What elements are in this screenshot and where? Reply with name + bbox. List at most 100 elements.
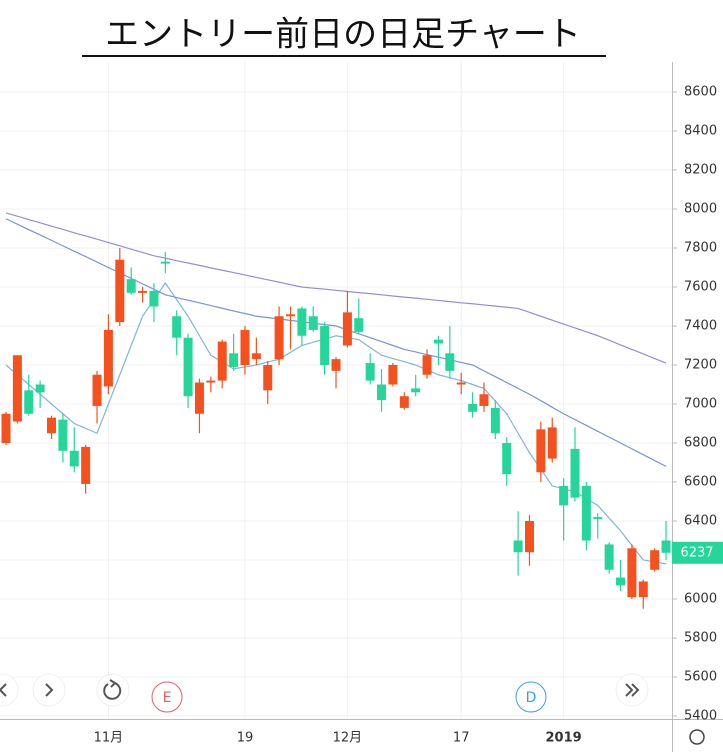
ticks: 5400560058006000620064006600680070007200… xyxy=(94,85,723,746)
y-tick-label: 6400 xyxy=(684,514,717,529)
candle-body xyxy=(251,353,261,360)
last-price-label: 6237 xyxy=(680,545,713,560)
candle-body xyxy=(297,308,307,336)
candle-body xyxy=(342,312,352,346)
candle-body xyxy=(559,485,569,506)
y-tick-label: 8400 xyxy=(684,124,717,139)
candle-body xyxy=(570,448,580,498)
nav-buttons xyxy=(0,673,705,745)
candle-body xyxy=(217,341,227,381)
chart-title: エントリー前日の日足チャート xyxy=(105,15,581,55)
icon xyxy=(45,683,54,697)
candle-body xyxy=(149,290,159,307)
candle-body xyxy=(502,443,512,475)
icon xyxy=(109,679,117,688)
candle-body xyxy=(12,355,22,422)
candle-body xyxy=(160,261,170,264)
y-tick-label: 8000 xyxy=(684,202,717,217)
candle-body xyxy=(377,384,387,401)
event-marker xyxy=(515,681,547,713)
candle-body xyxy=(479,394,489,406)
candle-body xyxy=(593,517,603,520)
settings-button[interactable] xyxy=(689,729,705,745)
last-price-box xyxy=(672,541,723,564)
candle-body xyxy=(229,353,239,367)
candle-body xyxy=(638,581,648,598)
y-tick-label: 7600 xyxy=(684,280,717,295)
moving-average xyxy=(5,282,667,565)
candle-body xyxy=(1,413,11,443)
candle-body xyxy=(616,577,626,586)
candle-body xyxy=(47,417,57,434)
candle-body xyxy=(69,450,79,467)
x-tick-label: 12月 xyxy=(333,731,363,746)
y-tick-label: 7800 xyxy=(684,241,717,256)
prev-button[interactable] xyxy=(0,673,19,707)
candle-body xyxy=(411,388,421,393)
x-tick-label: 11月 xyxy=(94,731,124,746)
icon xyxy=(103,682,122,700)
y-tick-label: 6600 xyxy=(684,475,717,490)
candle-body xyxy=(92,374,102,406)
candle-body xyxy=(354,318,364,332)
y-tick-label: 5800 xyxy=(684,631,717,646)
y-tick-label: 7000 xyxy=(684,397,717,412)
candle-body xyxy=(513,540,523,553)
x-axis-bg xyxy=(0,719,723,752)
candle-body xyxy=(263,365,273,391)
candle-body xyxy=(399,396,409,408)
y-tick-label: 7400 xyxy=(684,319,717,334)
candle-body xyxy=(524,521,534,553)
candle-body xyxy=(456,382,466,385)
candle-body xyxy=(103,329,113,387)
moving-average xyxy=(5,212,667,364)
y-tick-label: 8200 xyxy=(684,163,717,178)
candle-body xyxy=(650,550,660,570)
candle-body xyxy=(581,485,591,541)
candle-body xyxy=(536,429,546,473)
event-marker-label: E xyxy=(163,690,172,706)
x-tick-label: 2019 xyxy=(546,731,582,746)
candle-body xyxy=(547,427,557,459)
y-tick-label: 5600 xyxy=(684,670,717,685)
candle-body xyxy=(468,404,478,412)
candle-body xyxy=(115,259,125,323)
candle-body xyxy=(58,419,68,451)
plot xyxy=(1,212,671,609)
candle-body xyxy=(490,407,500,434)
candle-body xyxy=(240,329,250,365)
candle-body xyxy=(286,314,295,317)
candle-body xyxy=(35,384,45,393)
next-button[interactable] xyxy=(32,673,66,707)
x-tick-label: 17 xyxy=(453,731,470,746)
event-marker xyxy=(151,681,183,713)
candle-body xyxy=(627,548,637,598)
candle-body xyxy=(81,446,91,484)
y-tick-label: 6800 xyxy=(684,436,717,451)
candle-body xyxy=(604,544,614,570)
candle-body xyxy=(194,382,204,414)
candle-body xyxy=(138,290,148,293)
candle-body xyxy=(365,363,375,381)
y-tick-label: 7200 xyxy=(684,358,717,373)
candle-body xyxy=(126,279,136,293)
reset-button[interactable] xyxy=(96,673,130,707)
candle-body xyxy=(308,316,318,330)
candle-body xyxy=(206,380,216,383)
candle-body xyxy=(274,316,284,360)
candle-body xyxy=(320,326,330,365)
candle-body xyxy=(388,365,398,385)
candle-body xyxy=(172,316,182,338)
y-tick-label: 8600 xyxy=(684,85,717,100)
x-tick-label: 19 xyxy=(237,731,254,746)
candle-body xyxy=(422,355,432,375)
candle-body xyxy=(183,337,193,397)
candle-body xyxy=(661,540,671,553)
event-marker-label: D xyxy=(526,690,537,706)
candle-body xyxy=(331,359,341,371)
icon xyxy=(0,683,7,697)
candle-body xyxy=(24,390,34,414)
icon xyxy=(625,683,640,697)
